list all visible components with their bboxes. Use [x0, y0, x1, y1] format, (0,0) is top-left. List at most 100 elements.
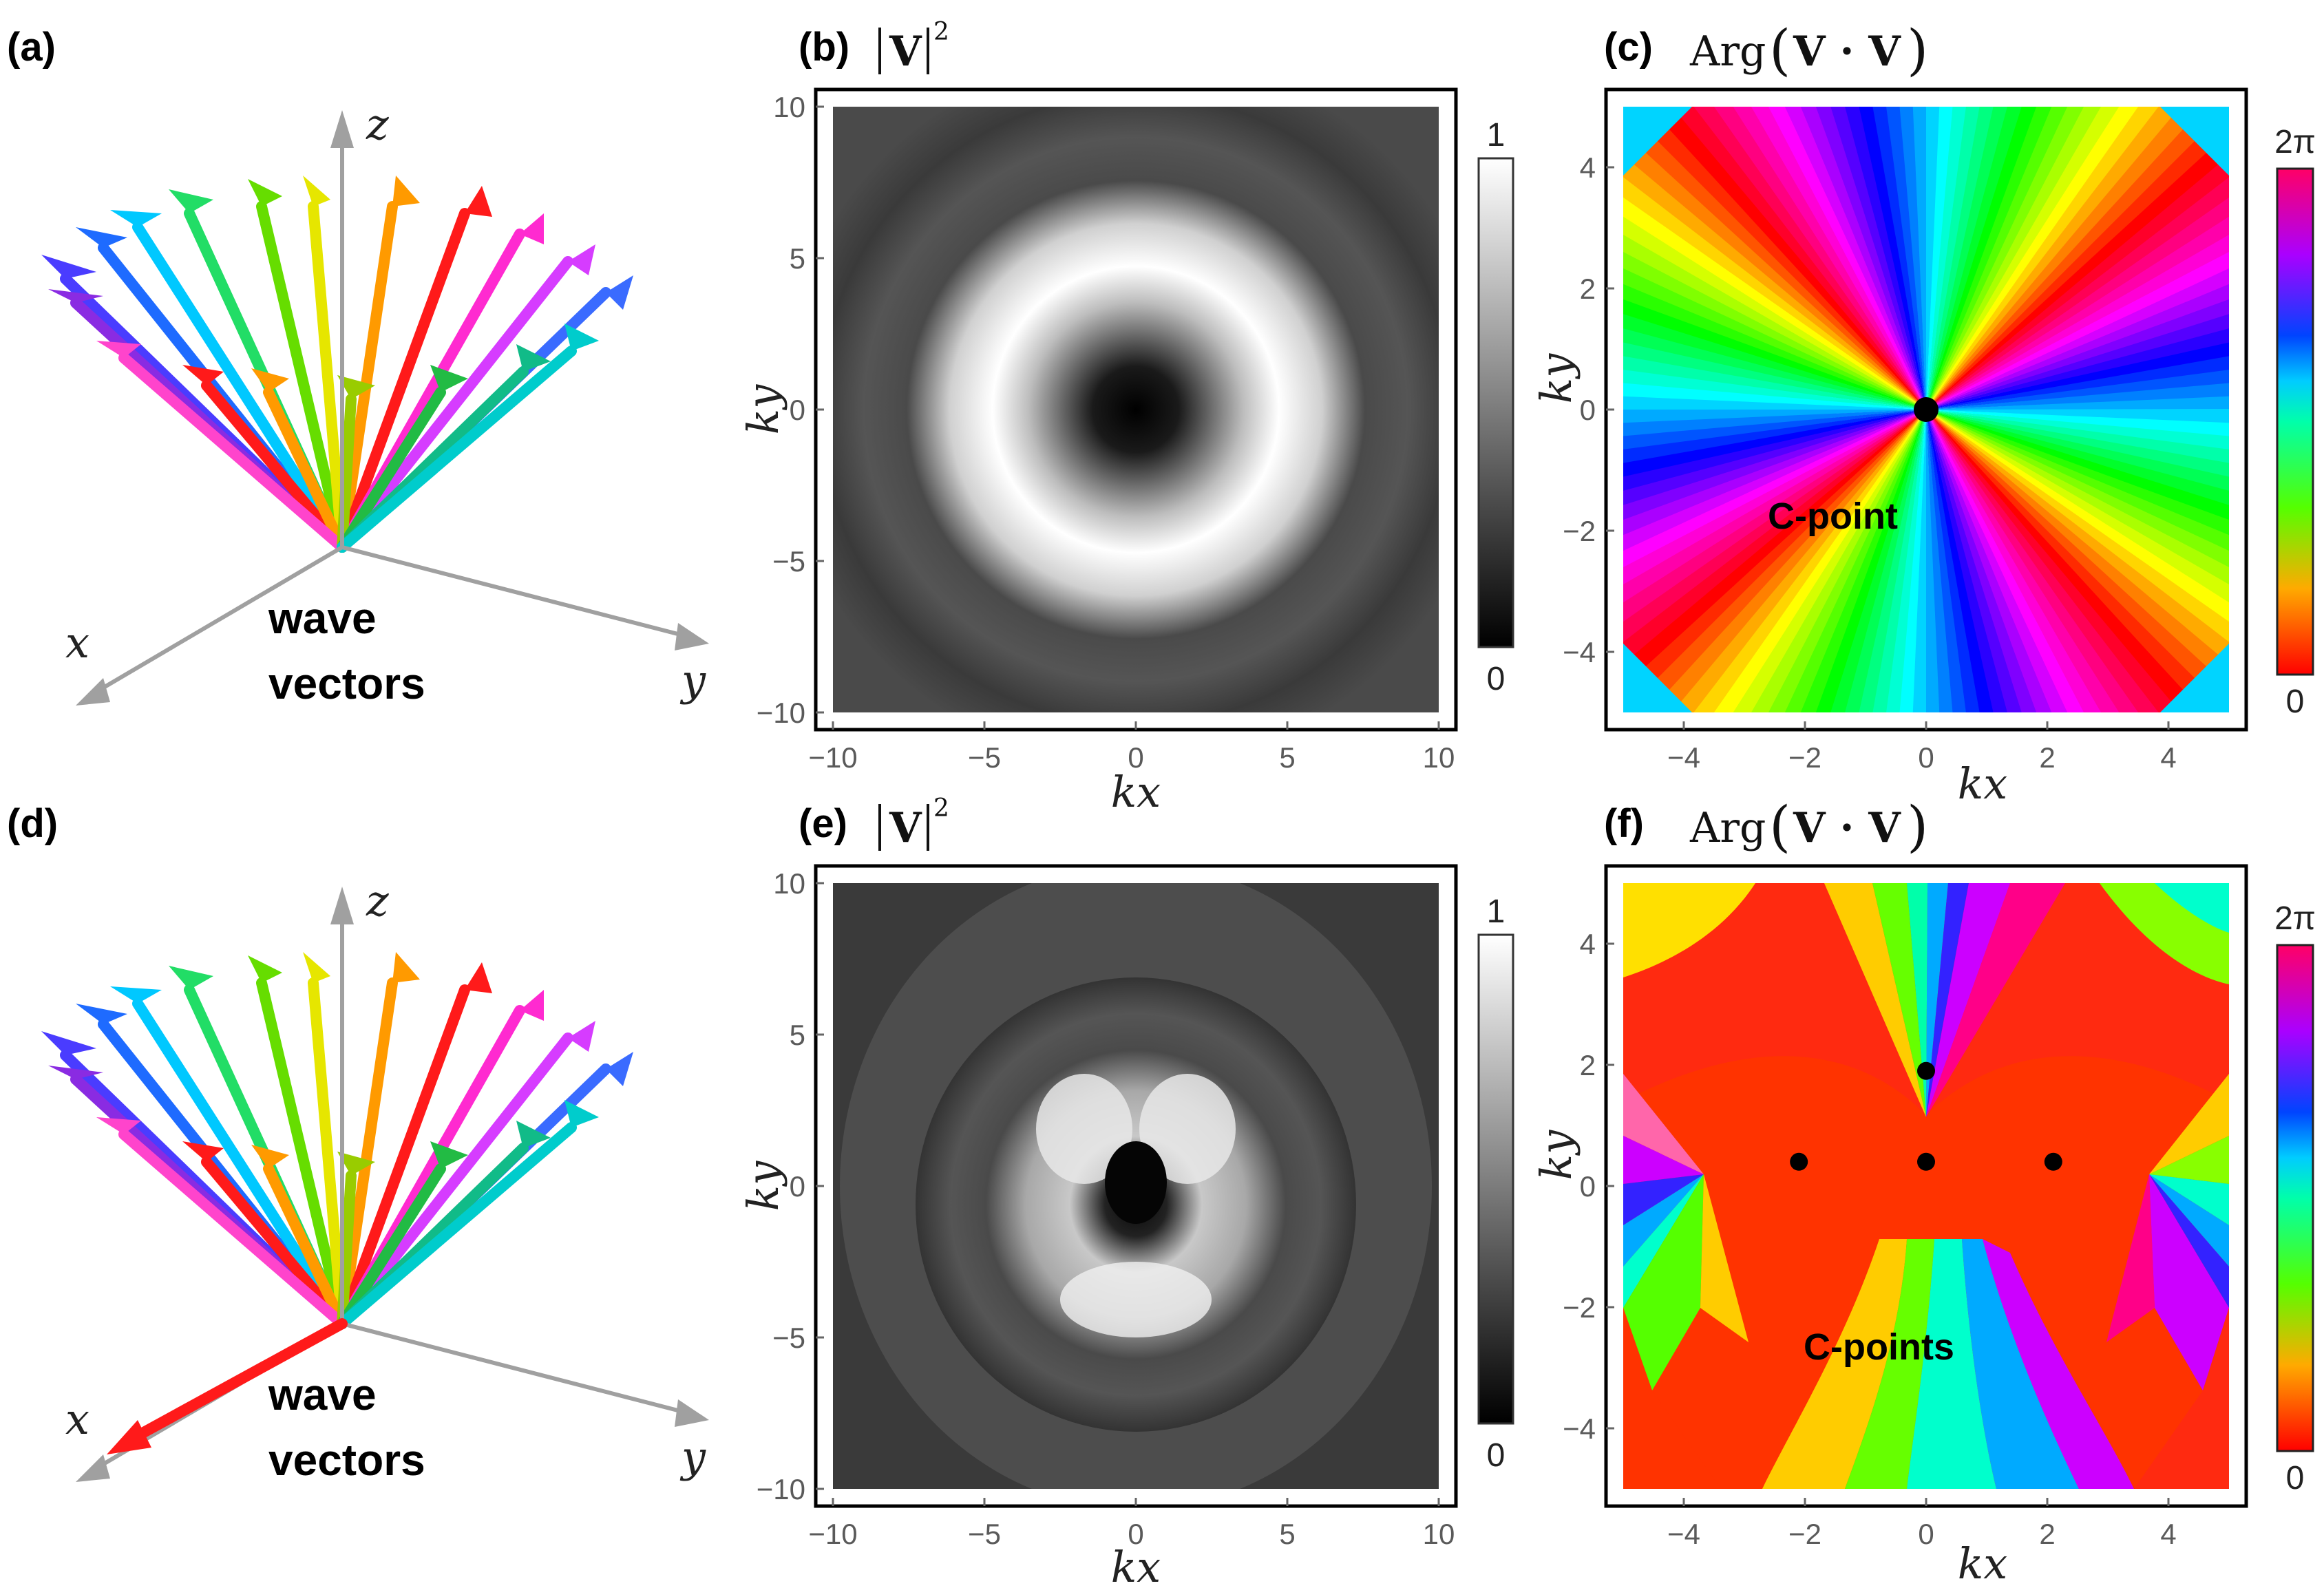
panel-c-label: (c) [1604, 25, 1653, 70]
panel-c-title: Arg ( V · V ) [1689, 18, 1928, 82]
phase-map-f [1623, 883, 2229, 1489]
panel-e: (e) V 2 −10 −5 0 5 10 10 5 0 −5 −10 [738, 794, 1514, 1588]
c-xtick-2: −2 [1788, 741, 1821, 774]
b-xtick-3: 0 [1128, 741, 1143, 774]
panel-a-label: (a) [7, 25, 56, 70]
colorbar-e-min: 0 [1487, 1437, 1506, 1474]
b-ytick-1: 10 [773, 91, 805, 123]
panel-b-label: (b) [799, 25, 849, 70]
axis-label-x-d: x [65, 1394, 89, 1444]
svg-text:): ) [1907, 794, 1928, 858]
colorbar-b-max: 1 [1487, 117, 1506, 153]
vectors-label-d: vectors [268, 1435, 425, 1485]
e-ytick-5: −10 [757, 1473, 805, 1505]
colorbar-f-max: 2π [2274, 900, 2316, 937]
phase-map-c [1623, 107, 2229, 712]
c-points-marker-2 [1790, 1152, 1808, 1171]
vectors-label-a: vectors [268, 659, 425, 708]
panel-b-title: V 2 [878, 18, 949, 76]
f-ytick-1: 4 [1580, 928, 1596, 960]
c-ytick-1: 4 [1580, 151, 1596, 184]
colorbar-c: 2π 0 [2274, 124, 2316, 720]
panel-f-label: (f) [1604, 801, 1644, 846]
c-xtick-4: 2 [2039, 741, 2055, 774]
f-xlabel: kx [1958, 1538, 2008, 1588]
e-xlabel: kx [1111, 1542, 1161, 1588]
c-xtick-5: 4 [2160, 741, 2176, 774]
c-point-marker-1 [1914, 397, 1939, 422]
f-xtick-2: −2 [1788, 1518, 1821, 1550]
c-points-annotation: C-points [1804, 1326, 1954, 1368]
e-xtick-2: −5 [968, 1518, 1001, 1550]
wave-vector-fan-d [41, 887, 709, 1482]
c-ytick-3: 0 [1580, 394, 1596, 426]
panel-c-title-prefix: Arg [1689, 28, 1766, 76]
c-xtick-3: 0 [1918, 741, 1934, 774]
panel-e-title-exp: 2 [933, 794, 949, 823]
panel-e-label: (e) [799, 801, 847, 846]
b-xtick-2: −5 [968, 741, 1001, 774]
colorbar-f-min: 0 [2286, 1460, 2305, 1496]
axis-label-z-d: z [366, 876, 389, 926]
b-xtick-5: 10 [1423, 741, 1455, 774]
colorbar-c-max: 2π [2274, 124, 2316, 160]
panel-d-label: (d) [7, 801, 58, 846]
svg-text:(: ( [1769, 794, 1790, 858]
c-points-markers [1790, 1061, 2062, 1171]
colorbar-c-min: 0 [2286, 684, 2305, 720]
c-ytick-2: 2 [1580, 273, 1596, 305]
colorbar-e: 1 0 [1477, 893, 1514, 1474]
f-ytick-2: 2 [1580, 1049, 1596, 1081]
panel-c-title-symbol: V · V [1793, 28, 1901, 76]
c-ylabel: ky [1531, 353, 1581, 404]
b-xlabel: kx [1111, 767, 1161, 817]
e-ytick-2: 5 [790, 1019, 805, 1051]
panel-b: (b) V 2 −10 −5 0 5 10 10 5 0 −5 −10 kx k… [738, 18, 1514, 817]
e-xtick-5: 10 [1423, 1518, 1455, 1550]
colorbar-b: 1 0 [1477, 117, 1514, 697]
c-point-markers [1914, 397, 1939, 422]
b-ytick-5: −10 [757, 697, 805, 729]
c-points-marker-3 [1917, 1152, 1935, 1171]
axis-label-y-a: y [679, 655, 706, 706]
e-ytick-1: 10 [773, 867, 805, 900]
b-ytick-2: 5 [790, 242, 805, 275]
intensity-map-b [833, 107, 1439, 712]
c-xlabel: kx [1958, 759, 2008, 809]
e-xtick-1: −10 [808, 1518, 857, 1550]
panel-b-title-exp: 2 [933, 18, 949, 46]
colorbar-e-max: 1 [1487, 893, 1506, 930]
coordinate-axes-a [76, 110, 709, 706]
f-ytick-4: −2 [1563, 1291, 1596, 1324]
b-ytick-3: 0 [790, 394, 805, 426]
e-ylabel: ky [738, 1161, 788, 1211]
f-ylabel: ky [1531, 1130, 1581, 1181]
c-ytick-4: −2 [1563, 515, 1596, 547]
c-points-marker-4 [2044, 1152, 2062, 1171]
c-ytick-5: −4 [1563, 636, 1596, 668]
b-ytick-4: −5 [772, 545, 805, 578]
f-xtick-1: −4 [1667, 1518, 1700, 1550]
panel-e-title-symbol: V [889, 804, 922, 852]
axis-label-z-a: z [366, 99, 389, 149]
axis-label-x-a: x [65, 617, 89, 668]
f-ytick-5: −4 [1563, 1412, 1596, 1445]
b-xtick-4: 5 [1279, 741, 1295, 774]
c-xtick-1: −4 [1667, 741, 1700, 774]
panel-c: (c) Arg ( V · V ) −4 −2 0 2 4 4 2 0 −2 −… [1531, 18, 2316, 809]
b-ylabel: ky [738, 384, 788, 435]
f-xtick-5: 4 [2160, 1518, 2176, 1550]
f-xtick-3: 0 [1918, 1518, 1934, 1550]
panel-f-title: Arg ( V · V ) [1689, 794, 1928, 858]
e-ytick-4: −5 [772, 1322, 805, 1354]
x-direction-red-vector [107, 1318, 348, 1454]
panel-f: (f) Arg ( V · V ) [1531, 794, 2316, 1588]
e-xtick-4: 5 [1279, 1518, 1295, 1550]
e-xtick-3: 0 [1128, 1518, 1143, 1550]
wave-vector-fan-a [41, 176, 633, 553]
colorbar-f: 2π 0 [2274, 900, 2316, 1496]
svg-text:(: ( [1769, 18, 1790, 82]
panel-d: (d) [7, 801, 709, 1485]
b-xtick-1: −10 [808, 741, 857, 774]
